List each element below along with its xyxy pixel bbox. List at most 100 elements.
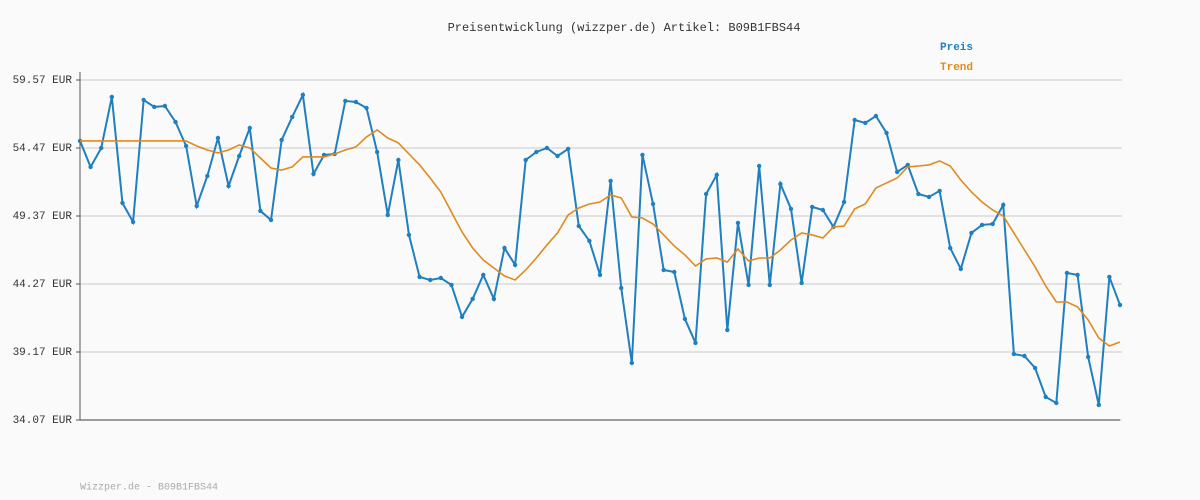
point-marker [396, 157, 401, 163]
point-marker [417, 274, 422, 280]
point-marker [120, 200, 125, 206]
point-marker [810, 204, 815, 210]
point-marker [640, 152, 645, 158]
point-marker [173, 119, 178, 125]
y-tick-label: 39.17 EUR [13, 347, 73, 359]
point-marker [714, 172, 719, 178]
point-marker [629, 360, 635, 366]
point-marker [1096, 402, 1101, 408]
point-marker [1107, 274, 1112, 280]
point-marker [979, 222, 985, 228]
point-marker [258, 208, 263, 214]
point-marker [183, 143, 189, 149]
point-marker [884, 130, 889, 136]
point-marker [491, 296, 497, 302]
point-marker [109, 94, 115, 100]
point-marker [1043, 394, 1048, 400]
point-marker [300, 92, 306, 98]
point-marker [661, 267, 666, 273]
point-marker [1075, 272, 1080, 278]
point-marker [247, 125, 252, 131]
point-marker [735, 220, 741, 226]
point-marker [290, 114, 295, 120]
point-marker [1064, 270, 1070, 276]
point-marker [141, 97, 146, 103]
point-marker [459, 314, 465, 320]
point-marker [205, 173, 210, 179]
point-marker [523, 157, 528, 163]
point-marker [470, 296, 475, 302]
y-tick-label: 34.07 EUR [13, 415, 73, 427]
point-marker [1054, 400, 1059, 406]
point-marker [672, 269, 677, 275]
footer: Wizzper.de - B09B1FBS44 [80, 482, 218, 494]
point-marker [236, 153, 242, 159]
point-marker [619, 285, 624, 291]
point-marker [937, 188, 942, 194]
point-marker [820, 207, 826, 213]
point-marker [894, 169, 900, 175]
point-marker [693, 340, 698, 346]
point-marker [756, 163, 762, 169]
point-marker [555, 153, 560, 159]
point-marker [1001, 202, 1006, 208]
series-line [80, 129, 1121, 347]
point-marker [650, 201, 656, 207]
point-marker [948, 245, 953, 251]
point-marker [428, 277, 433, 283]
point-marker [353, 99, 359, 105]
y-tick-label: 44.27 EUR [13, 279, 73, 291]
point-marker [279, 137, 284, 143]
point-marker [990, 221, 995, 227]
point-marker [374, 149, 380, 155]
point-marker [916, 191, 921, 197]
point-marker [969, 230, 974, 236]
point-marker [926, 194, 932, 200]
point-marker [587, 238, 592, 244]
point-marker [873, 113, 879, 119]
point-marker [99, 145, 104, 151]
y-tick-label: 49.37 EUR [13, 211, 73, 223]
point-marker [130, 219, 136, 225]
point-marker [1032, 365, 1038, 371]
legend-label: Preis [940, 42, 973, 54]
point-marker [385, 212, 390, 218]
point-marker [703, 191, 709, 197]
point-marker [576, 223, 581, 229]
legend-label: Trend [940, 62, 973, 74]
point-marker [481, 272, 486, 278]
chart-title: Preisentwicklung (wizzper.de) Artikel: B… [448, 21, 801, 35]
point-marker [905, 162, 910, 168]
point-marker [1022, 353, 1027, 359]
point-marker [767, 282, 772, 288]
point-marker [438, 275, 444, 281]
y-tick-label: 54.47 EUR [13, 143, 73, 155]
point-marker [406, 232, 412, 238]
point-marker [725, 327, 730, 333]
point-marker [364, 105, 369, 111]
point-marker [799, 280, 804, 286]
point-marker [88, 164, 93, 170]
point-marker [958, 266, 964, 272]
point-marker [534, 149, 539, 155]
point-marker [788, 206, 794, 212]
point-marker [512, 262, 518, 268]
point-marker [268, 217, 274, 223]
y-tick-label: 59.57 EUR [13, 75, 73, 87]
point-marker [502, 245, 507, 251]
point-marker [746, 282, 751, 288]
point-marker [863, 120, 868, 126]
point-marker [311, 171, 316, 177]
point-marker [1117, 302, 1123, 308]
point-marker [608, 178, 613, 184]
point-marker [162, 103, 168, 109]
point-marker [682, 316, 688, 322]
point-marker [565, 146, 571, 152]
point-marker [449, 282, 454, 288]
point-marker [343, 98, 348, 104]
point-marker [597, 272, 603, 278]
point-marker [544, 145, 550, 151]
point-marker [852, 117, 857, 123]
